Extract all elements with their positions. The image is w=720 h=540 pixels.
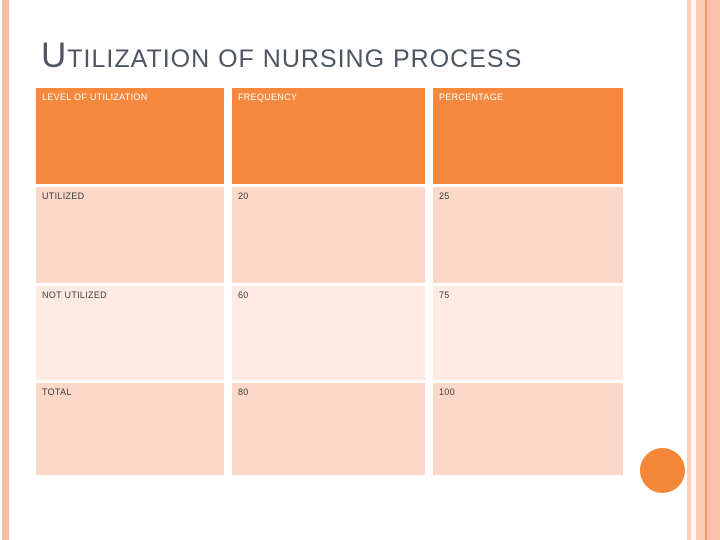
table-cell-row3-label: TOTAL (36, 383, 224, 475)
table-cell-row1-label: UTILIZED (36, 187, 224, 283)
accent-circle (640, 448, 685, 493)
slide-title-initial: U (41, 36, 68, 75)
table-cell-row1-percentage: 25 (433, 187, 623, 283)
table-cell-row3-frequency: 80 (232, 383, 425, 475)
table-header-percentage: PERCENTAGE (433, 88, 623, 184)
table-header-frequency: FREQUENCY (232, 88, 425, 184)
right-edge-stripe-2 (691, 0, 696, 540)
table-cell-row1-frequency: 20 (232, 187, 425, 283)
right-edge-stripe-4 (705, 0, 707, 540)
utilization-table: LEVEL OF UTILIZATION FREQUENCY PERCENTAG… (36, 88, 623, 475)
table-cell-row2-label: NOT UTILIZED (36, 286, 224, 380)
slide-title: UTILIZATION OF NURSING PROCESS (41, 38, 522, 77)
table-header-level-of-utilization: LEVEL OF UTILIZATION (36, 88, 224, 184)
table-cell-row2-frequency: 60 (232, 286, 425, 380)
right-edge-stripe-5 (707, 0, 720, 540)
table-cell-row3-percentage: 100 (433, 383, 623, 475)
right-edge-stripe-1 (687, 0, 691, 540)
right-edge-stripe-3 (696, 0, 705, 540)
slide-title-rest: TILIZATION OF NURSING PROCESS (67, 45, 523, 73)
table-cell-row2-percentage: 75 (433, 286, 623, 380)
left-edge-stripe (2, 0, 9, 540)
